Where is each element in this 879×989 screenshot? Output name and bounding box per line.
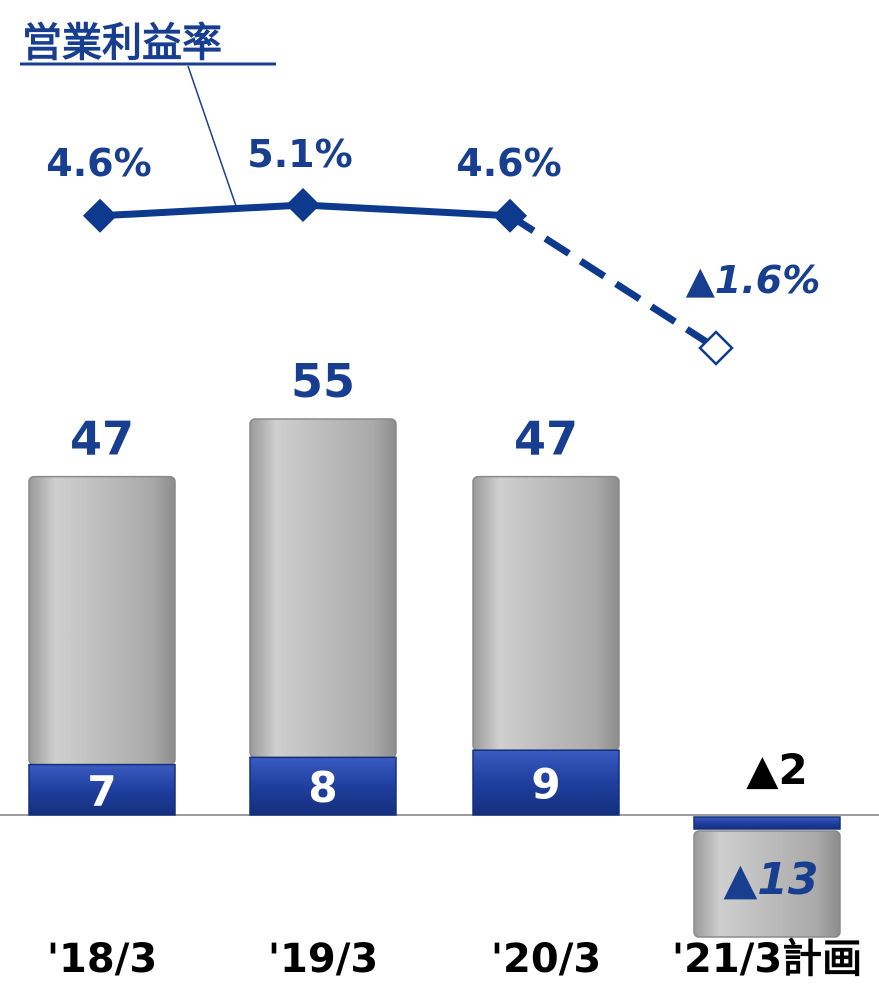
bar-segment-1	[249, 756, 397, 816]
bar-segment-label-1: 8	[308, 763, 337, 812]
bar-segment-3	[693, 816, 841, 830]
line-point-label-1: 5.1%	[247, 132, 352, 176]
bars-layer	[28, 418, 841, 938]
bar-total-label-0: 47	[70, 412, 134, 466]
bar-segment-label-2: 9	[531, 760, 560, 809]
chart-title-group: 営業利益率	[20, 20, 276, 207]
x-tick-label-1: '19/3	[268, 936, 378, 982]
line-point-1	[285, 187, 321, 223]
bar-segment-2	[472, 749, 620, 816]
x-tick-label-3: '21/3計画	[672, 936, 862, 982]
line-point-label-0: 4.6%	[46, 141, 151, 185]
line-point-2	[492, 198, 528, 233]
bar-total-label-2: 47	[514, 412, 578, 466]
bar-total-label-1: 55	[291, 354, 355, 408]
title-callout-line	[187, 65, 237, 207]
bar-total-3	[693, 830, 841, 938]
labels-layer: 47 7 '18/3 55 8 '19/3 47 9 '20/3 ▲2 ▲13 '21/3計画 4.6%…	[46, 132, 862, 982]
bar-total-1	[249, 418, 397, 759]
bar-total-2	[472, 475, 620, 751]
bar-segment-0	[28, 763, 176, 816]
x-tick-label-0: '18/3	[47, 936, 157, 982]
x-tick-label-2: '20/3	[491, 936, 601, 982]
line-point-0	[82, 198, 118, 233]
bar-total-label-3: ▲13	[723, 854, 818, 905]
bar-total-0	[28, 475, 176, 766]
operating-margin-line-layer	[82, 187, 734, 366]
line-point-3	[698, 330, 734, 366]
chart-title: 営業利益率	[22, 20, 222, 66]
line-point-label-2: 4.6%	[456, 141, 561, 185]
bar-segment-label-0: 7	[87, 767, 116, 816]
bar-segment-label-3: ▲2	[746, 745, 808, 794]
line-point-label-3: ▲1.6%	[686, 258, 821, 302]
